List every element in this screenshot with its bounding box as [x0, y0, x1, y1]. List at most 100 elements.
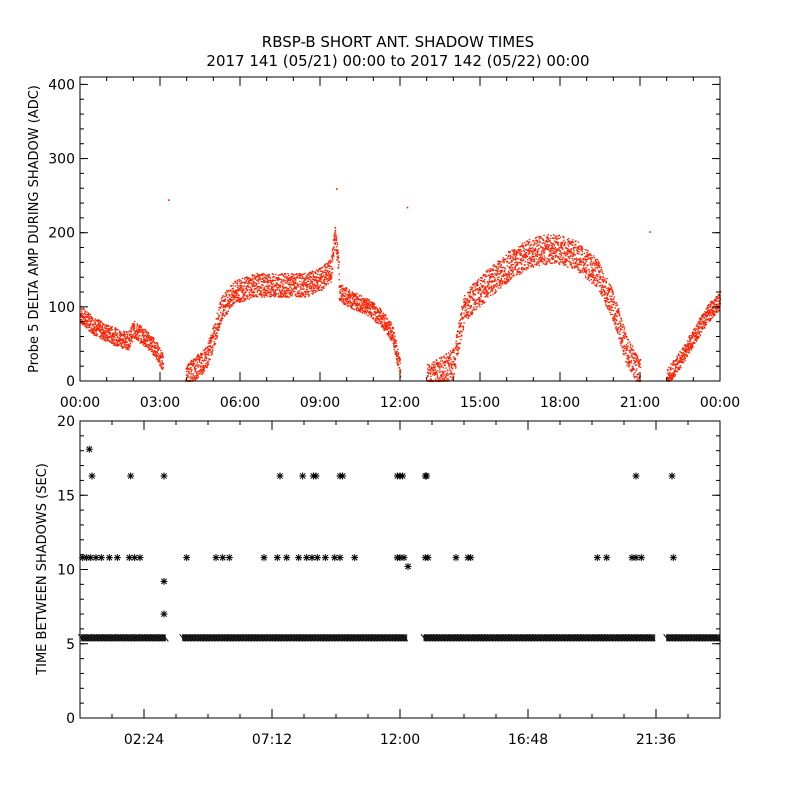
- data-point: [489, 280, 491, 283]
- data-point: [195, 368, 197, 370]
- data-point: [594, 276, 596, 279]
- data-point: [399, 369, 402, 371]
- data-point: [393, 338, 396, 341]
- data-point: [538, 244, 540, 246]
- data-point: [477, 303, 479, 305]
- data-point: [561, 241, 563, 243]
- data-point: [290, 273, 293, 275]
- data-point: [270, 293, 272, 295]
- data-point: [469, 286, 472, 288]
- data-point: [148, 349, 150, 351]
- data-point: [239, 289, 241, 291]
- data-point: [278, 277, 280, 279]
- data-point: [296, 276, 298, 278]
- data-point: [535, 258, 537, 260]
- data-point: [138, 327, 140, 329]
- data-point: [431, 373, 434, 376]
- data-point: [471, 309, 473, 312]
- data-point: [237, 282, 239, 284]
- data-point: [347, 296, 350, 298]
- data-point: [527, 261, 529, 264]
- data-point: [225, 311, 227, 314]
- data-point: [185, 368, 187, 370]
- data-point: [154, 355, 156, 357]
- data-point: [364, 311, 367, 313]
- data-point: [278, 284, 281, 286]
- data-point: [575, 246, 577, 249]
- data-point: [447, 352, 450, 354]
- data-point: [614, 317, 616, 319]
- data-point: [319, 285, 321, 287]
- data-point: [103, 334, 105, 336]
- data-point: [338, 263, 340, 266]
- data-point: [584, 249, 587, 251]
- data-point: [636, 368, 638, 370]
- data-point: [330, 272, 332, 274]
- data-point: [382, 312, 384, 314]
- data-point: [157, 353, 160, 355]
- data-point: [351, 303, 353, 305]
- data-point: [353, 294, 355, 296]
- data-point: [432, 364, 435, 367]
- data-point: [394, 341, 396, 343]
- data-point: [553, 240, 556, 242]
- data-point: [272, 287, 274, 289]
- data-point: [628, 349, 630, 351]
- data-point: [328, 267, 331, 270]
- data-point: [507, 276, 509, 278]
- data-point: [554, 256, 556, 258]
- data-point: [434, 368, 437, 371]
- data-point: [623, 350, 625, 352]
- data-point: [383, 319, 386, 321]
- data-point: [287, 289, 289, 291]
- data-point: [377, 310, 380, 312]
- data-point: [101, 335, 103, 337]
- data-point: [328, 265, 330, 267]
- data-point: [621, 342, 623, 344]
- data-point: [341, 298, 343, 300]
- data-point: [140, 339, 143, 341]
- data-point: [505, 274, 508, 276]
- data-point: [248, 277, 251, 279]
- data-point: [479, 277, 482, 279]
- data-point: [300, 288, 302, 291]
- data-point: [269, 296, 271, 298]
- data-point: [308, 286, 311, 288]
- data-point: [93, 331, 95, 333]
- data-point: [313, 288, 315, 290]
- data-point: [220, 305, 222, 307]
- data-point: [392, 342, 395, 344]
- data-point: [355, 304, 358, 306]
- data-point: [320, 272, 323, 275]
- data-point: [267, 287, 269, 289]
- data-point: [102, 323, 104, 325]
- data-point: [311, 290, 314, 293]
- data-point: [218, 326, 221, 329]
- data-point: [311, 292, 313, 295]
- data-point: [99, 324, 101, 327]
- data-point: [474, 290, 476, 292]
- data-point: [315, 287, 317, 289]
- data-point: [603, 279, 605, 281]
- data-point: [371, 305, 373, 307]
- data-point: [558, 234, 560, 236]
- data-point: [384, 317, 386, 319]
- data-point: [580, 270, 582, 272]
- data-point: [333, 249, 336, 251]
- data-point: [358, 303, 361, 305]
- data-point: [502, 281, 504, 283]
- data-point: [370, 315, 373, 318]
- data-point: [393, 337, 395, 339]
- data-point: [86, 319, 88, 322]
- data-point: [277, 277, 279, 279]
- data-point: [305, 277, 307, 280]
- data-point: [294, 277, 296, 280]
- data-point: [317, 287, 320, 290]
- data-point: [598, 262, 600, 264]
- data-point: [563, 239, 565, 241]
- data-point: [339, 292, 341, 294]
- data-point: [88, 323, 91, 325]
- data-point: [377, 309, 379, 311]
- data-point: [587, 250, 589, 252]
- data-point: [255, 276, 257, 278]
